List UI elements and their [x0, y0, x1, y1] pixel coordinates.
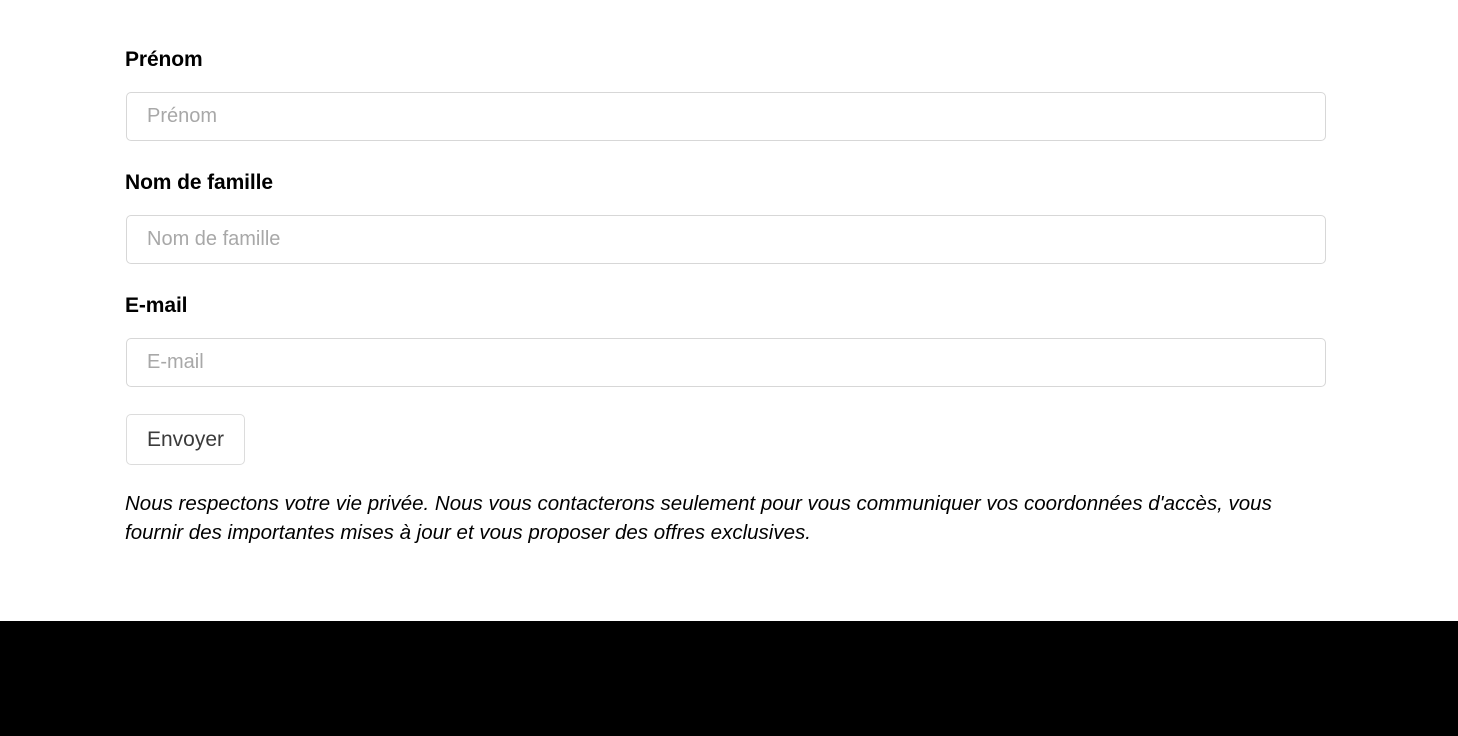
- first-name-input[interactable]: [126, 92, 1326, 141]
- label-first-name: Prénom: [125, 48, 203, 71]
- last-name-input[interactable]: [126, 215, 1326, 264]
- field-group-first-name: Prénom: [125, 48, 1326, 141]
- field-group-last-name: Nom de famille: [125, 171, 1326, 264]
- privacy-note: Nous respectons votre vie privée. Nous v…: [125, 492, 1272, 544]
- submit-button[interactable]: Envoyer: [126, 414, 245, 465]
- field-group-email: E-mail: [125, 294, 1326, 387]
- email-input[interactable]: [126, 338, 1326, 387]
- footer-bar: MÉTHODES DE DÉPÔT AstroPay 19+ LES TAUX …: [0, 621, 1458, 736]
- label-last-name: Nom de famille: [125, 171, 273, 194]
- label-email: E-mail: [125, 294, 188, 317]
